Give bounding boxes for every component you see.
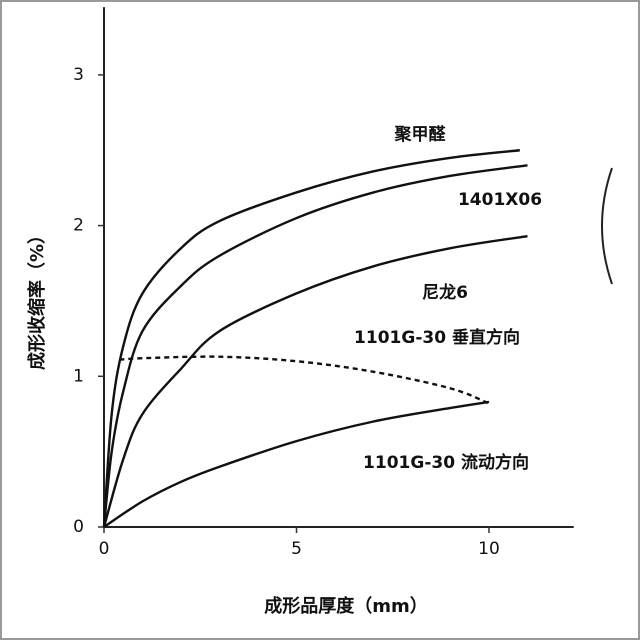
series-line <box>102 164 528 528</box>
y-tick-label: 3 <box>73 65 84 85</box>
series-label: 尼龙6 <box>422 282 468 303</box>
bracket <box>601 167 613 285</box>
y-tick-label: 0 <box>73 517 84 537</box>
axis <box>103 7 574 528</box>
series-line <box>103 400 490 528</box>
x-tick-label: 5 <box>291 539 302 559</box>
x-tick-label: 10 <box>478 539 500 559</box>
y-axis-label: 成形收缩率（%） <box>26 226 48 370</box>
series-label: 1101G-30 流动方向 <box>363 452 529 473</box>
series-label: 聚甲醛 <box>394 124 447 145</box>
series-label: 1101G-30 垂直方向 <box>354 327 520 348</box>
x-axis-label: 成形品厚度（mm） <box>264 595 428 617</box>
x-tick-label: 0 <box>99 539 110 559</box>
series-line <box>102 149 520 528</box>
series-label: 1401X06 <box>458 190 542 210</box>
y-tick-label: 2 <box>73 216 84 236</box>
y-tick-label: 1 <box>73 366 84 386</box>
series-line <box>119 355 490 405</box>
series-line <box>102 234 528 528</box>
